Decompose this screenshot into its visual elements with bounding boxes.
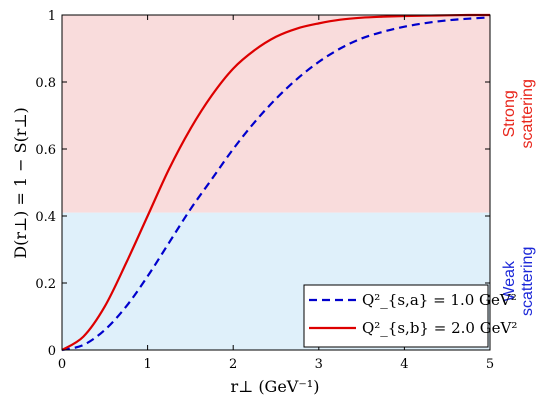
- plot-frame: [61, 14, 491, 351]
- x-tick-label: 2: [229, 357, 237, 372]
- region-label-line: scattering: [519, 79, 536, 148]
- region-label-line: scattering: [519, 247, 536, 316]
- series-lines: [61, 13, 491, 352]
- y-axis-label: D(r⊥) = 1 − S(r⊥): [11, 107, 30, 258]
- y-axis-ticks: 0 0.2 0.4 0.6 0.8 1: [35, 9, 490, 359]
- x-tick-label: 0: [58, 357, 66, 372]
- y-tick-label: 1: [48, 9, 56, 24]
- y-tick-label: 0: [48, 344, 56, 359]
- x-tick-label: 3: [315, 357, 323, 372]
- legend-label-a: Q²_{s,a} = 1.0 GeV²: [362, 291, 517, 309]
- x-tick-label: 5: [486, 357, 494, 372]
- region-0: [62, 15, 490, 213]
- y-tick-label: 0.4: [35, 210, 56, 225]
- shaded-regions: [62, 15, 490, 350]
- y-tick-label: 0.8: [35, 76, 56, 91]
- region-label-line: Strong: [501, 90, 518, 137]
- x-tick-label: 1: [143, 357, 151, 372]
- region-label-line: Weak: [501, 260, 518, 302]
- region-label-0: Strongscattering: [501, 79, 536, 148]
- x-tick-label: 4: [400, 357, 408, 372]
- y-tick-label: 0.2: [35, 277, 56, 292]
- x-axis-label: r⊥ (GeV⁻¹): [231, 377, 320, 396]
- legend: Q²_{s,a} = 1.0 GeV² Q²_{s,b} = 2.0 GeV²: [303, 284, 517, 348]
- x-axis-ticks: 0 1 2 3 4 5: [58, 15, 494, 372]
- y-tick-label: 0.6: [35, 143, 56, 158]
- legend-label-b: Q²_{s,b} = 2.0 GeV²: [362, 319, 517, 337]
- series-line-1: [61, 13, 491, 351]
- region-label-1: Weakscattering: [501, 247, 536, 316]
- series-line-0: [61, 16, 491, 352]
